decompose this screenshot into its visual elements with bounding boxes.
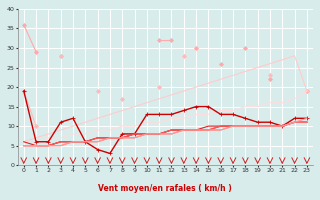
X-axis label: Vent moyen/en rafales ( km/h ): Vent moyen/en rafales ( km/h ) — [99, 184, 232, 193]
